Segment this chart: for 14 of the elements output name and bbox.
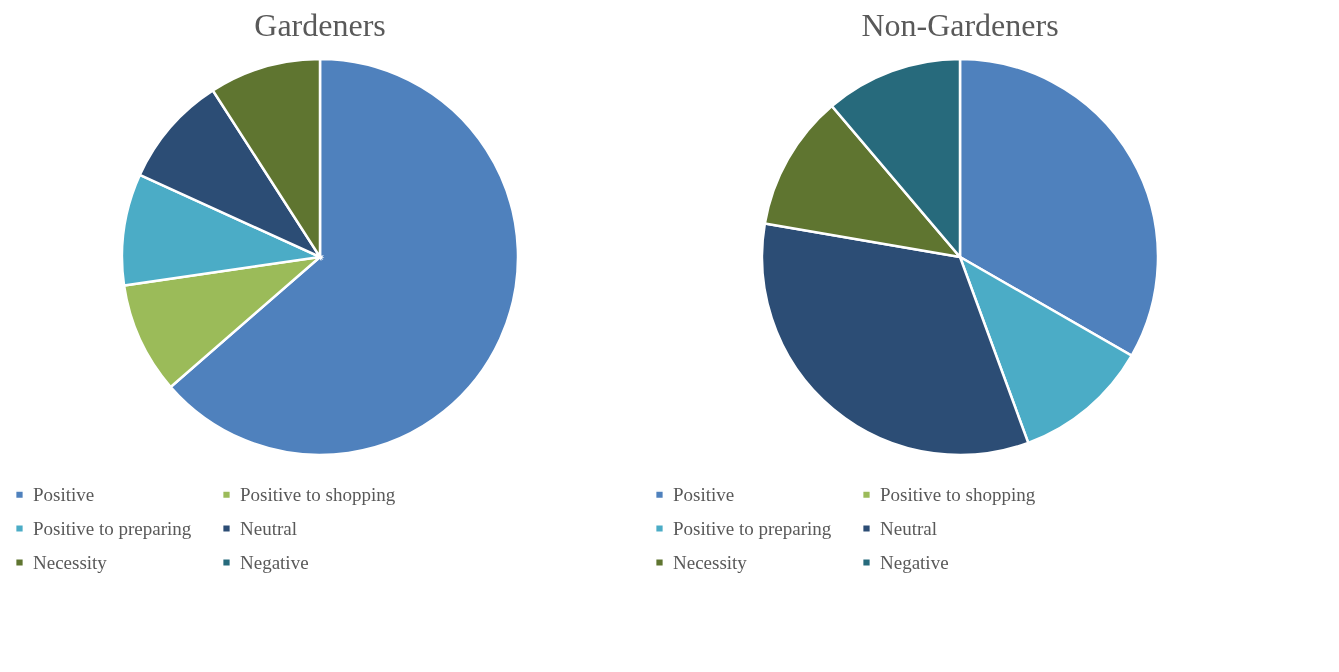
legend-label: Necessity [673, 551, 748, 573]
legend-label: Neutral [240, 517, 297, 539]
chart-title: Gardeners [254, 7, 386, 43]
legend-label: Positive [33, 483, 95, 505]
chart-title: Non-Gardeners [861, 7, 1059, 43]
legend-label: Necessity [33, 551, 108, 573]
legend-label: Positive to shopping [880, 483, 1036, 505]
legend-label: Neutral [880, 517, 937, 539]
legend-label: Positive to preparing [33, 517, 192, 539]
legend-label: Positive [673, 483, 735, 505]
legend-label: Negative [880, 551, 949, 573]
legend-label: Positive to shopping [240, 483, 396, 505]
legend-label: Negative [240, 551, 309, 573]
legend-label: Positive to preparing [673, 517, 832, 539]
